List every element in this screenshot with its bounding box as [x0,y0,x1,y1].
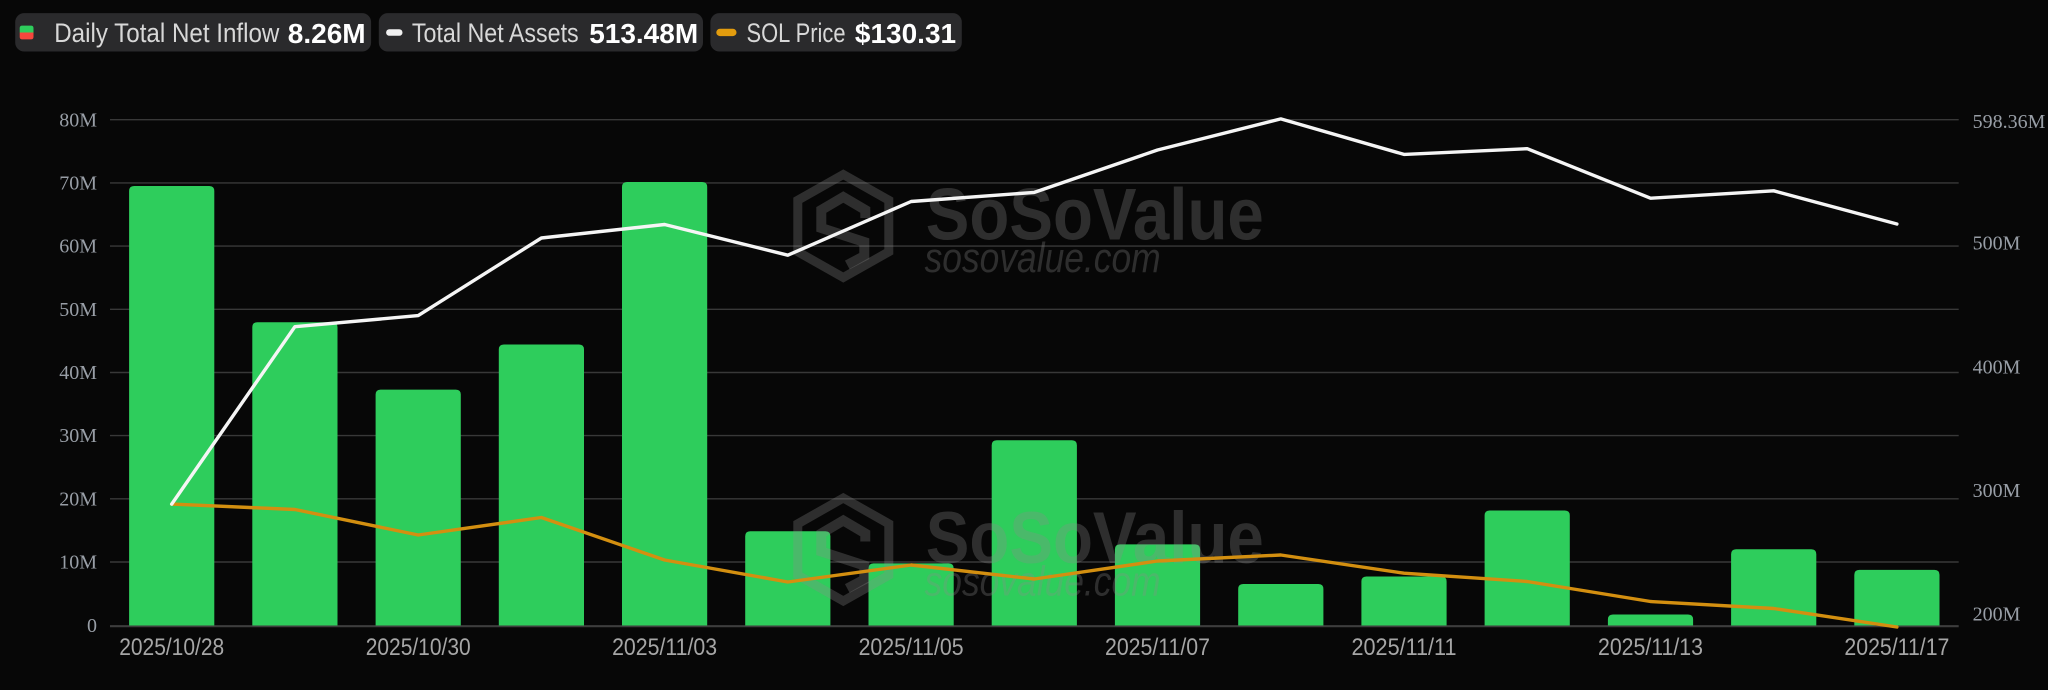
svg-text:500M: 500M [1973,233,2021,255]
svg-text:2025/11/03: 2025/11/03 [612,634,717,661]
svg-text:300M: 300M [1973,480,2021,502]
svg-text:60M: 60M [59,236,97,258]
svg-text:8.26M: 8.26M [288,18,366,49]
svg-text:Total Net Assets: Total Net Assets [412,18,579,48]
svg-text:SOL Price: SOL Price [747,18,846,48]
svg-text:10M: 10M [59,552,97,574]
svg-text:200M: 200M [1973,604,2021,626]
svg-text:2025/10/30: 2025/10/30 [366,634,471,661]
svg-text:400M: 400M [1973,356,2021,378]
svg-text:sosovalue.com: sosovalue.com [925,234,1161,281]
svg-text:2025/11/07: 2025/11/07 [1105,634,1210,661]
svg-text:513.48M: 513.48M [589,18,698,49]
svg-text:2025/11/17: 2025/11/17 [1844,634,1949,661]
svg-text:80M: 80M [59,109,97,131]
svg-text:50M: 50M [59,299,97,321]
svg-text:SoSoValue: SoSoValue [926,175,1264,256]
svg-text:Daily Total Net Inflow: Daily Total Net Inflow [54,18,280,48]
svg-text:2025/11/11: 2025/11/11 [1352,634,1457,661]
svg-text:2025/11/05: 2025/11/05 [859,634,964,661]
svg-text:2025/10/28: 2025/10/28 [119,634,224,661]
svg-text:2025/11/13: 2025/11/13 [1598,634,1703,661]
svg-text:40M: 40M [59,362,97,384]
svg-text:70M: 70M [59,173,97,195]
svg-text:20M: 20M [59,488,97,510]
svg-text:30M: 30M [59,425,97,447]
svg-text:SoSoValue: SoSoValue [926,498,1264,579]
svg-text:598.36M: 598.36M [1973,111,2046,133]
svg-text:0: 0 [87,615,97,637]
svg-text:$130.31: $130.31 [855,18,956,49]
